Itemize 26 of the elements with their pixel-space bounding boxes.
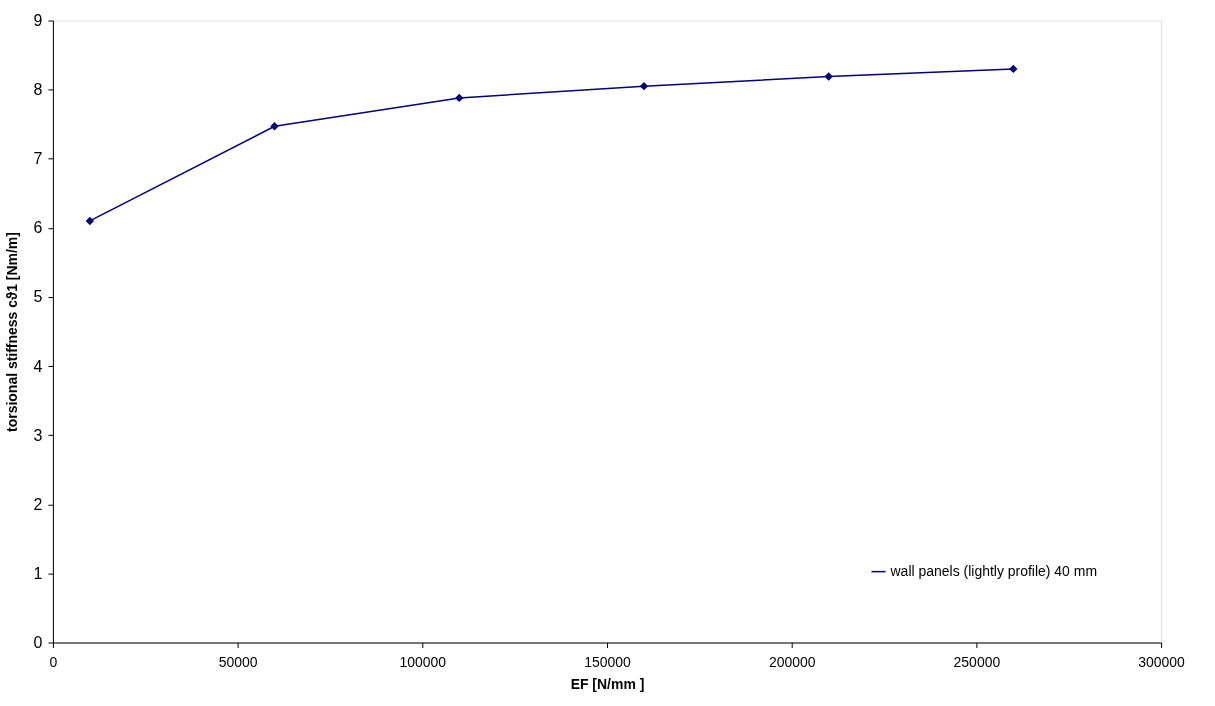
point <box>85 216 95 226</box>
x-tick-label: 50000 <box>218 653 258 670</box>
x-axis-title: EF [N/mm ] <box>570 675 645 692</box>
point <box>824 72 833 81</box>
x-tick-label: 150000 <box>584 653 632 670</box>
x-tick-label: 100000 <box>399 653 447 670</box>
y-tick-label: 6 <box>33 219 43 237</box>
y-tick-label: 5 <box>33 288 43 306</box>
y-tick-label: 2 <box>33 495 43 513</box>
point <box>270 122 279 131</box>
x-tick-label: 0 <box>49 653 58 670</box>
legend-label: wall panels (lightly profile) 40 mm <box>889 562 1098 579</box>
point <box>639 82 649 91</box>
point <box>455 93 464 103</box>
point <box>1009 64 1018 74</box>
x-tick-label: 250000 <box>953 653 1001 670</box>
y-tick-label: 4 <box>33 357 43 375</box>
x-tick-label: 300000 <box>1138 653 1186 670</box>
y-tick-label: 8 <box>33 81 43 99</box>
y-tick-label: 7 <box>33 150 43 168</box>
y-tick-label: 0 <box>33 634 43 652</box>
y-tick-label: 1 <box>33 564 43 582</box>
y-tick-label: 3 <box>33 426 43 444</box>
y-axis-title: torsional stiffness cϑ1 [Nm/m] <box>3 232 20 432</box>
y-tick-label: 9 <box>33 12 43 30</box>
x-tick-label: 200000 <box>768 653 816 670</box>
